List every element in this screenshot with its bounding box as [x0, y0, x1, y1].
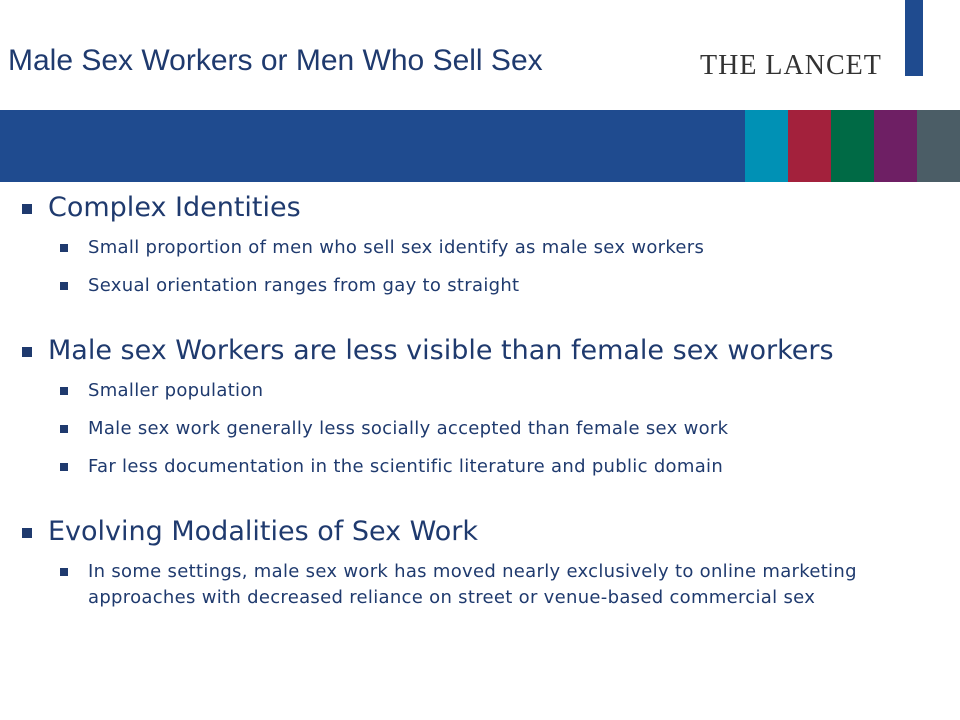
bullet-heading: Evolving Modalities of Sex Work	[18, 516, 948, 547]
swatch	[788, 110, 831, 182]
content: Complex Identities Small proportion of me…	[18, 192, 948, 647]
title: Male Sex Workers or Men Who Sell Sex	[8, 44, 543, 77]
bullet-heading: Complex Identities	[18, 192, 948, 223]
header-band	[0, 110, 745, 182]
swatch	[745, 110, 788, 182]
section: Male sex Workers are less visible than f…	[18, 335, 948, 480]
swatch	[874, 110, 917, 182]
section: Evolving Modalities of Sex Work In some s…	[18, 516, 948, 611]
sub-bullet: In some settings, male sex work has move…	[18, 559, 948, 611]
sub-bullet: Small proportion of men who sell sex ide…	[18, 235, 948, 261]
accent-bar	[905, 0, 923, 76]
logo: THE LANCET	[700, 50, 882, 81]
swatch	[917, 110, 960, 182]
bullet-heading: Male sex Workers are less visible than f…	[18, 335, 948, 366]
sub-bullet: Far less documentation in the scientific…	[18, 454, 948, 480]
sub-bullet: Male sex work generally less socially ac…	[18, 416, 948, 442]
sub-bullet: Smaller population	[18, 378, 948, 404]
sub-bullet: Sexual orientation ranges from gay to st…	[18, 273, 948, 299]
section: Complex Identities Small proportion of me…	[18, 192, 948, 299]
swatch	[831, 110, 874, 182]
